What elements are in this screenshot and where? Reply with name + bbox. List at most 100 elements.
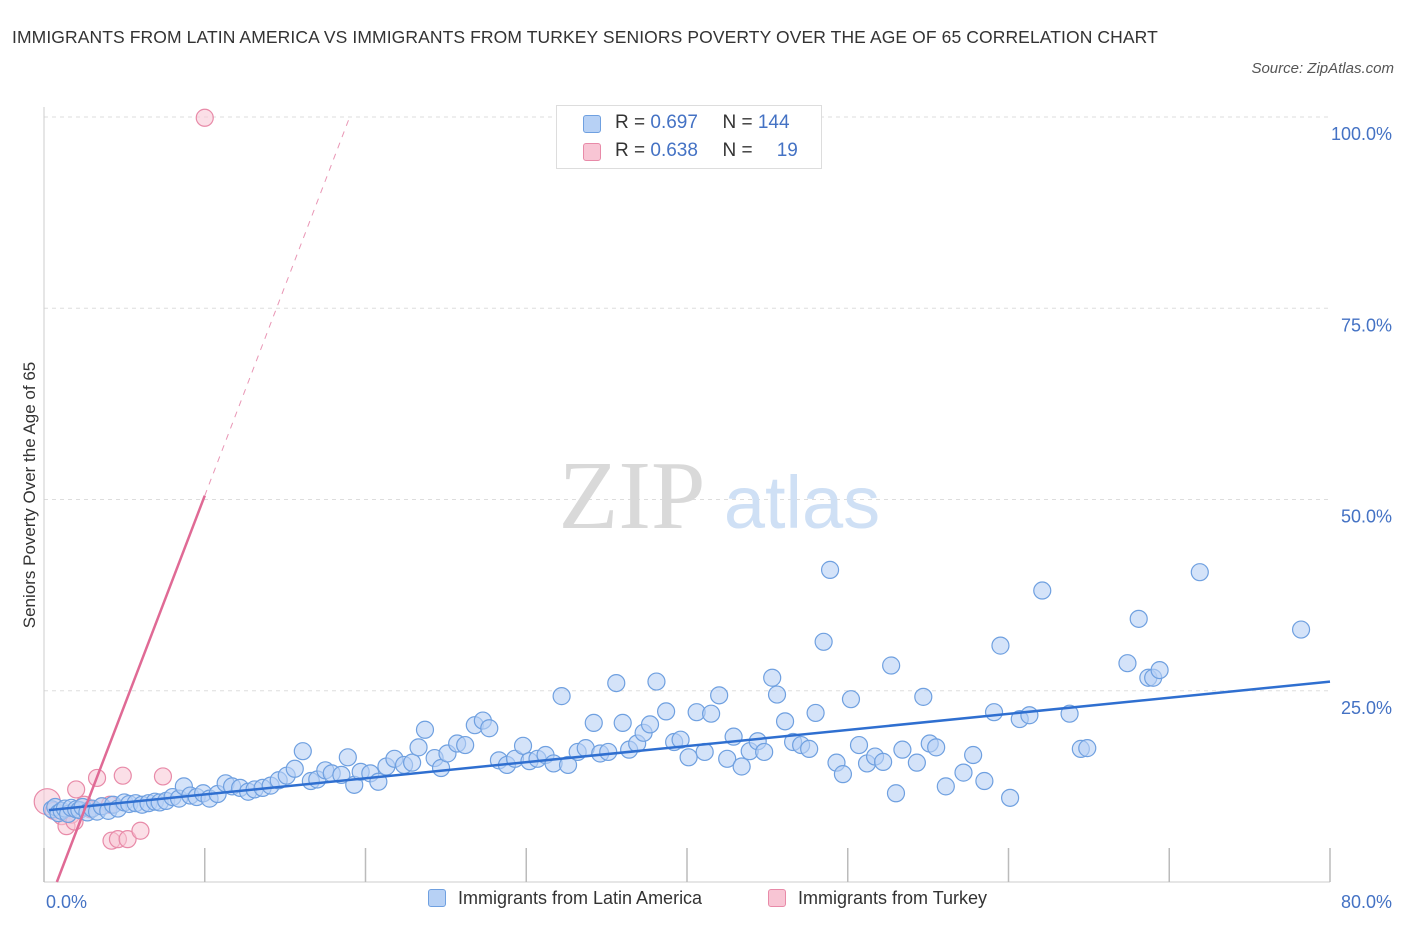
y-tick-label: 100.0% xyxy=(1331,124,1392,144)
trend-lines xyxy=(48,116,1331,883)
trend-extension-turkey xyxy=(204,116,351,496)
data-point-latin-america xyxy=(513,736,533,755)
data-point-latin-america xyxy=(975,771,994,791)
grid-lines xyxy=(44,116,1330,692)
data-point-latin-america xyxy=(886,784,906,803)
data-point-latin-america xyxy=(775,712,795,731)
x-tick-label: 0.0% xyxy=(46,892,87,912)
x-tick-label: 80.0% xyxy=(1341,892,1392,912)
data-point-latin-america xyxy=(480,719,499,738)
source-label: Source: ZipAtlas.com xyxy=(1251,60,1394,77)
y-tick-label: 50.0% xyxy=(1341,507,1392,527)
data-point-latin-america xyxy=(1291,620,1311,639)
data-point-latin-america xyxy=(914,687,933,706)
data-point-latin-america xyxy=(552,687,571,706)
legend-swatch-pink xyxy=(768,889,786,907)
data-point-latin-america xyxy=(927,738,946,757)
data-point-latin-america xyxy=(936,777,955,796)
watermark-atlas: atlas xyxy=(724,461,880,544)
data-point-latin-america xyxy=(456,735,475,755)
watermark: ZIP atlas xyxy=(559,442,881,550)
data-point-turkey xyxy=(113,766,132,785)
data-point-latin-america xyxy=(293,742,312,761)
data-point-latin-america xyxy=(607,673,626,693)
data-point-latin-america xyxy=(767,685,787,704)
data-point-latin-america xyxy=(1118,654,1137,673)
data-point-latin-america xyxy=(285,759,304,778)
y-tick-label: 75.0% xyxy=(1341,315,1392,335)
trend-line-latin-america xyxy=(48,680,1331,812)
legend-n-label: N = xyxy=(722,140,758,161)
data-point-latin-america xyxy=(755,742,774,762)
correlation-legend: R = 0.697 N = 144 R = 0.638 N = 19 xyxy=(556,105,822,169)
data-point-latin-america xyxy=(814,632,833,651)
chart-title: IMMIGRANTS FROM LATIN AMERICA VS IMMIGRA… xyxy=(12,27,1158,47)
series-turkey-points xyxy=(33,108,214,850)
data-point-latin-america xyxy=(338,748,357,767)
data-point-latin-america xyxy=(558,755,578,775)
data-point-turkey xyxy=(153,767,173,786)
data-point-latin-america xyxy=(679,748,698,767)
data-point-latin-america xyxy=(893,740,912,759)
legend-r-label: R = xyxy=(615,140,651,161)
legend-swatch-blue xyxy=(428,889,446,907)
legend-swatch-pink xyxy=(583,143,601,161)
legend-label-turkey: Immigrants from Turkey xyxy=(798,888,988,908)
y-tick-label: 25.0% xyxy=(1341,698,1392,718)
data-point-turkey xyxy=(118,830,137,849)
data-point-latin-america xyxy=(657,702,676,721)
data-point-latin-america xyxy=(1078,739,1097,758)
data-point-turkey xyxy=(67,780,86,799)
legend-r-label: R = xyxy=(615,112,651,133)
data-point-latin-america xyxy=(640,715,660,734)
data-point-latin-america xyxy=(599,742,618,762)
data-point-latin-america xyxy=(833,765,853,784)
data-point-latin-america xyxy=(613,713,632,732)
data-point-latin-america xyxy=(806,703,825,723)
data-point-latin-america xyxy=(1001,788,1020,807)
data-point-latin-america xyxy=(584,713,603,732)
legend-swatch-blue xyxy=(583,115,601,133)
data-point-latin-america xyxy=(954,763,973,782)
data-point-latin-america xyxy=(732,757,751,776)
legend-r-value: 0.697 xyxy=(650,112,698,133)
trend-line-turkey xyxy=(55,495,206,883)
data-point-latin-america xyxy=(1150,660,1169,680)
data-point-latin-america xyxy=(849,735,869,755)
data-point-latin-america xyxy=(1129,609,1148,628)
data-point-latin-america xyxy=(820,560,840,579)
series-latin-america-points xyxy=(42,560,1311,824)
data-point-latin-america xyxy=(1033,581,1052,600)
data-point-latin-america xyxy=(718,749,737,768)
data-point-turkey xyxy=(131,821,150,840)
watermark-zip: ZIP xyxy=(559,442,706,550)
tick-labels: 25.0% 50.0% 75.0% 100.0% 0.0% 80.0% xyxy=(46,124,1392,912)
data-point-latin-america xyxy=(1060,704,1079,723)
legend-item-latin-america[interactable]: Immigrants from Latin America xyxy=(428,888,702,909)
data-point-latin-america xyxy=(907,753,926,772)
data-point-latin-america xyxy=(415,720,435,739)
data-point-latin-america xyxy=(882,656,901,675)
data-point-latin-america xyxy=(763,668,782,687)
legend-n-value: 144 xyxy=(757,112,790,133)
axes xyxy=(43,107,1331,883)
legend-n-value: 19 xyxy=(776,140,798,161)
legend-r-value: 0.638 xyxy=(650,140,698,161)
data-point-latin-america xyxy=(710,686,729,705)
data-point-latin-america xyxy=(984,703,1004,722)
legend-item-turkey[interactable]: Immigrants from Turkey xyxy=(768,888,987,909)
data-point-latin-america xyxy=(991,636,1010,655)
data-point-latin-america xyxy=(671,730,690,749)
legend-n-label: N = xyxy=(722,112,758,133)
data-point-latin-america xyxy=(874,752,893,771)
data-point-latin-america xyxy=(403,753,422,772)
data-point-latin-america xyxy=(1190,563,1209,582)
data-point-latin-america xyxy=(841,690,861,709)
legend-label-latin-america: Immigrants from Latin America xyxy=(458,888,703,908)
data-point-turkey xyxy=(195,108,214,127)
data-point-latin-america xyxy=(964,745,983,765)
data-point-latin-america xyxy=(409,738,428,757)
data-point-latin-america xyxy=(647,672,666,691)
data-point-latin-america xyxy=(800,739,819,758)
